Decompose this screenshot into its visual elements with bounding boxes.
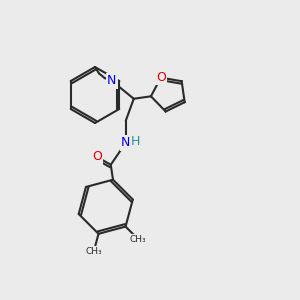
Text: CH₃: CH₃ [85,247,102,256]
Text: N: N [107,74,116,87]
Text: N: N [121,136,130,149]
Text: H: H [131,135,140,148]
Text: CH₃: CH₃ [130,235,147,244]
Text: O: O [92,150,102,163]
Text: O: O [156,71,166,84]
